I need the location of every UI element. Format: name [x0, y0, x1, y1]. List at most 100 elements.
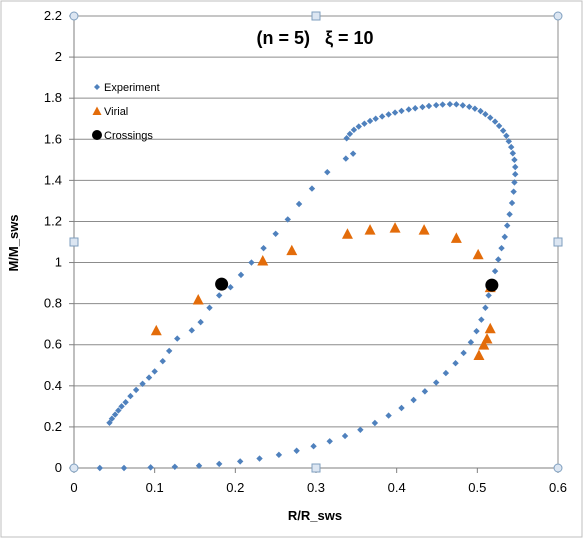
- data-point: [508, 143, 515, 151]
- legend-swatch: [92, 106, 102, 116]
- selection-handles[interactable]: [69, 11, 563, 473]
- data-point: [174, 335, 181, 342]
- y-tick-label: 2.2: [44, 8, 62, 23]
- corner-resize-handle[interactable]: [553, 11, 563, 21]
- data-point: [346, 130, 354, 138]
- data-point: [491, 267, 499, 275]
- data-point: [371, 419, 379, 427]
- data-point: [511, 179, 518, 186]
- data-point: [372, 115, 379, 122]
- chart-title: (n = 5) ξ = 10: [256, 28, 373, 49]
- data-point: [452, 360, 459, 367]
- legend-label: Virial: [104, 106, 128, 118]
- data-point: [442, 369, 450, 377]
- data-point: [171, 463, 179, 470]
- legend-label: Crossings: [104, 130, 153, 142]
- data-point: [308, 185, 316, 192]
- data-point: [439, 101, 446, 108]
- data-point: [216, 460, 223, 468]
- data-point: [357, 426, 364, 433]
- x-tick-label: 0.6: [549, 480, 567, 495]
- data-point: [389, 222, 401, 233]
- edge-resize-handle[interactable]: [553, 237, 563, 247]
- data-point: [127, 392, 134, 400]
- data-point: [106, 419, 113, 426]
- data-point: [459, 102, 467, 109]
- y-tick-label: 0.8: [44, 296, 62, 311]
- data-point: [341, 432, 349, 440]
- data-point: [499, 127, 507, 134]
- x-tick-label: 0.4: [388, 480, 406, 495]
- data-point: [491, 118, 499, 125]
- data-point: [349, 150, 357, 157]
- data-point: [122, 399, 129, 406]
- x-tick-label: 0.2: [226, 480, 244, 495]
- legend: Experiment Virial Crossings: [92, 82, 160, 142]
- data-point: [216, 292, 223, 299]
- edge-resize-handle[interactable]: [69, 237, 79, 247]
- data-point: [467, 339, 475, 346]
- data-point: [147, 464, 154, 471]
- data-point: [343, 135, 350, 142]
- y-tick-label: 1.4: [44, 172, 62, 187]
- data-point: [341, 228, 353, 239]
- x-tick-labels: 0 0.1 0.2 0.3 0.4 0.5 0.6: [70, 480, 567, 495]
- data-point: [453, 101, 460, 108]
- y-tick-label: 1: [55, 255, 62, 270]
- data-point: [501, 233, 508, 241]
- y-tick-label: 1.6: [44, 131, 62, 146]
- data-point: [215, 277, 229, 291]
- data-point: [503, 222, 511, 229]
- data-point: [326, 438, 333, 445]
- data-point: [378, 113, 386, 120]
- y-tick-label: 0: [55, 460, 62, 475]
- data-point: [473, 349, 485, 360]
- data-point: [495, 256, 502, 263]
- legend-swatch: [94, 84, 100, 90]
- data-point: [418, 224, 430, 235]
- data-point: [398, 107, 405, 115]
- data-point: [188, 327, 195, 334]
- data-point: [472, 248, 484, 260]
- data-point: [192, 294, 204, 305]
- data-point: [310, 443, 317, 450]
- data-point: [293, 447, 300, 454]
- data-point: [118, 403, 125, 410]
- legend-entry-crossings: Crossings: [92, 130, 153, 142]
- legend-swatch: [92, 130, 102, 140]
- data-point: [120, 464, 128, 472]
- data-point: [108, 415, 116, 422]
- data-point: [511, 156, 518, 164]
- data-point: [324, 168, 331, 176]
- corner-resize-handle[interactable]: [553, 463, 563, 473]
- data-point: [498, 244, 505, 252]
- data-point: [272, 230, 279, 237]
- data-point: [495, 122, 503, 130]
- data-point: [412, 105, 419, 112]
- y-tick-label: 0.6: [44, 337, 62, 352]
- data-point: [487, 114, 494, 121]
- y-tick-label: 1.2: [44, 213, 62, 228]
- data-point: [248, 259, 255, 266]
- data-point: [505, 138, 512, 145]
- edge-resize-handle[interactable]: [311, 11, 321, 21]
- data-point: [132, 386, 140, 394]
- data-point: [111, 411, 119, 418]
- data-point: [466, 103, 473, 111]
- data-point: [425, 102, 433, 110]
- data-point: [139, 380, 146, 387]
- edge-resize-handle[interactable]: [311, 463, 321, 473]
- data-point: [295, 200, 303, 208]
- data-point: [361, 120, 368, 127]
- data-point: [510, 188, 517, 195]
- data-point: [503, 132, 510, 139]
- data-point: [512, 171, 519, 178]
- corner-resize-handle[interactable]: [69, 11, 79, 21]
- corner-resize-handle[interactable]: [69, 463, 79, 473]
- data-point: [227, 284, 234, 291]
- data-point: [410, 396, 417, 404]
- data-point: [477, 107, 484, 115]
- data-point: [284, 216, 291, 223]
